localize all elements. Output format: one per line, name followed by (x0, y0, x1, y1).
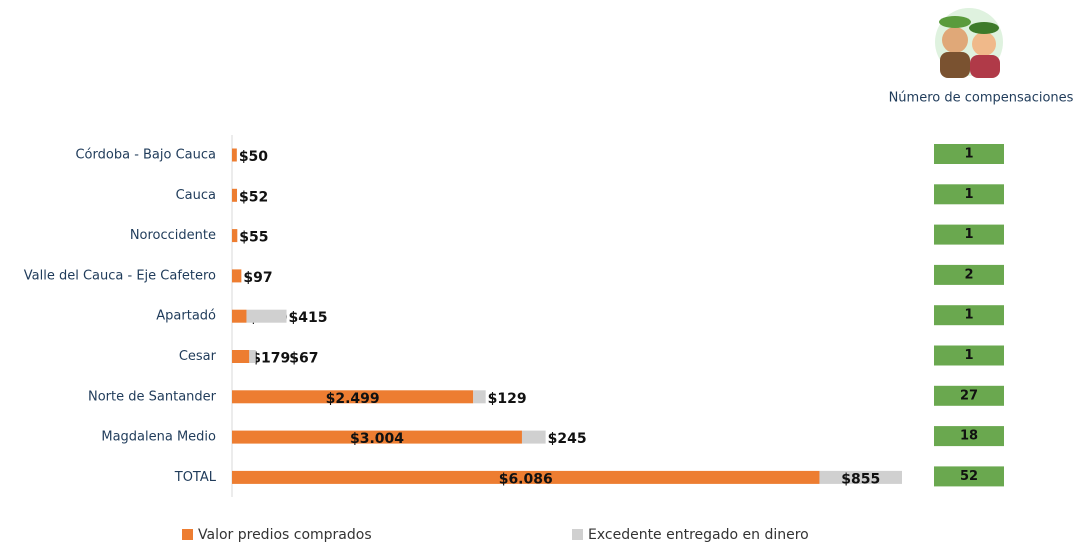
bar-segment (232, 309, 247, 323)
bar-segment (232, 229, 238, 243)
bar-segment (232, 269, 242, 283)
compensaciones-badge (934, 264, 1004, 285)
legend-swatch (572, 529, 583, 540)
data-label: $245 (548, 431, 587, 447)
data-label: $855 (841, 471, 880, 487)
compensaciones-badge (934, 385, 1004, 406)
compensaciones-value: 52 (960, 469, 978, 484)
data-label: $52 (239, 189, 268, 205)
compensaciones-badge (934, 305, 1004, 326)
legend-label: Excedente entregado en dinero (588, 527, 809, 543)
bar-segment (819, 470, 902, 484)
compensaciones-badge (934, 224, 1004, 245)
compensaciones-badge (934, 345, 1004, 366)
compensaciones-value: 1 (964, 147, 973, 162)
bar-segment (249, 350, 256, 363)
data-label: $415 (289, 310, 328, 326)
compensaciones-badge (934, 184, 1004, 205)
y-tick-label: Cesar (179, 349, 217, 364)
compensaciones-badge (934, 466, 1004, 487)
y-tick-label: Apartadó (156, 309, 216, 324)
data-label: $129 (488, 391, 527, 407)
compensaciones-value: 1 (964, 227, 973, 242)
bar-segment (246, 309, 287, 323)
data-label: $179 (251, 351, 290, 367)
data-label: $55 (239, 230, 268, 246)
legend-label: Valor predios comprados (198, 527, 372, 543)
bar-segment (232, 188, 238, 202)
data-label: $3.004 (350, 431, 404, 447)
compensaciones-value: 1 (964, 308, 973, 323)
icon (935, 8, 1003, 78)
bar-segment (232, 390, 474, 404)
data-label: $67 (289, 351, 318, 367)
y-tick-label: Magdalena Medio (101, 430, 216, 445)
y-tick-label: TOTAL (174, 470, 217, 485)
y-tick-label: Norte de Santander (88, 389, 217, 404)
bar-segment (232, 430, 522, 444)
bar-segment (232, 470, 820, 484)
compensaciones-value: 1 (964, 348, 973, 363)
bar-segment (521, 430, 546, 444)
legend-swatch (182, 529, 193, 540)
compensaciones-value: 2 (964, 267, 973, 282)
compensaciones-value: 1 (964, 187, 973, 202)
data-label: $50 (239, 149, 268, 165)
compensaciones-title: Número de compensaciones (889, 91, 1074, 106)
bar-segment (473, 390, 486, 404)
bar-segment (232, 148, 237, 162)
compensaciones-badge (934, 426, 1004, 447)
compensaciones-value: 27 (960, 388, 978, 403)
y-tick-label: Valle del Cauca - Eje Cafetero (24, 268, 216, 283)
compensaciones-value: 18 (960, 429, 978, 444)
bar-segment (232, 350, 250, 363)
y-tick-label: Noroccidente (130, 228, 216, 243)
compensaciones-badge (934, 144, 1004, 164)
data-label: $6.086 (499, 471, 553, 487)
data-label: $2.499 (326, 391, 380, 407)
y-tick-label: Córdoba - Bajo Cauca (75, 148, 216, 163)
data-label: $97 (243, 270, 272, 286)
y-tick-label: Cauca (176, 188, 216, 203)
